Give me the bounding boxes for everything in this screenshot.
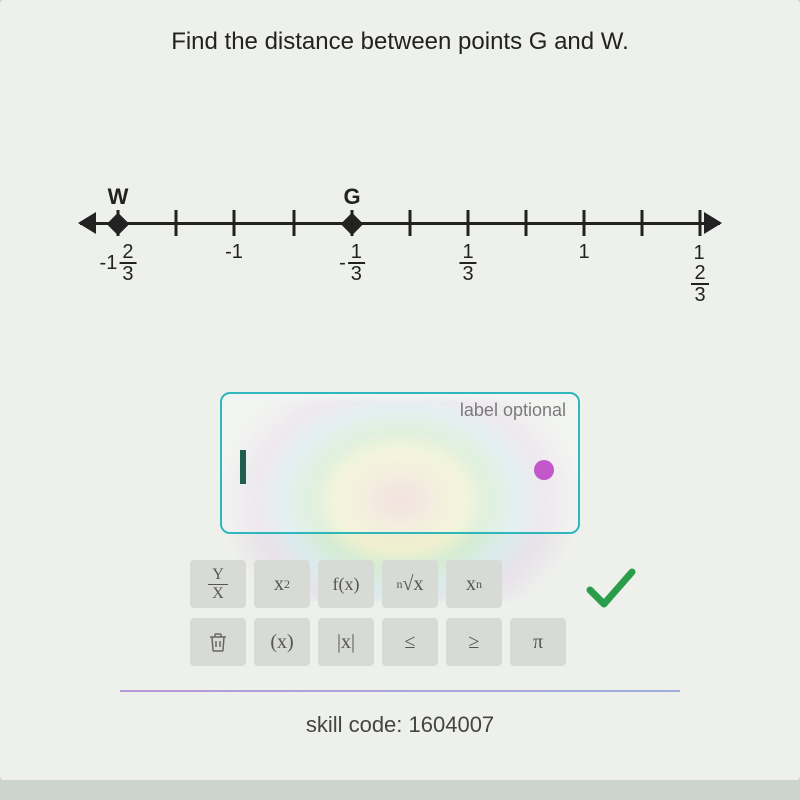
- point-label-g: G: [343, 184, 360, 210]
- divider-line: [120, 690, 680, 692]
- tick-mark: [583, 210, 586, 236]
- tick-mark: [409, 210, 412, 236]
- tick-label: -13: [339, 242, 365, 284]
- tick-label: 13: [459, 242, 476, 284]
- point-marker-w: [107, 213, 130, 236]
- less-equal-button[interactable]: ≤: [382, 618, 438, 666]
- tick-mark: [641, 210, 644, 236]
- arrow-left-icon: [78, 212, 96, 234]
- submit-check-button[interactable]: [586, 566, 636, 621]
- parentheses-button[interactable]: (x): [254, 618, 310, 666]
- tick-label: -1: [225, 242, 243, 262]
- answer-placeholder: label optional: [460, 400, 566, 421]
- question-text: Find the distance between points G and W…: [0, 0, 800, 56]
- function-button[interactable]: f(x): [318, 560, 374, 608]
- skill-code-text: skill code: 1604007: [0, 712, 800, 738]
- tick-mark: [293, 210, 296, 236]
- point-label-w: W: [108, 184, 129, 210]
- fraction-button[interactable]: YX: [190, 560, 246, 608]
- answer-input[interactable]: label optional: [220, 392, 580, 534]
- tick-mark: [467, 210, 470, 236]
- point-marker-g: [341, 213, 364, 236]
- tick-mark: [233, 210, 236, 236]
- arrow-right-icon: [704, 212, 722, 234]
- absolute-value-button[interactable]: |x|: [318, 618, 374, 666]
- check-icon: [586, 566, 636, 610]
- tick-mark: [699, 210, 702, 236]
- trash-button[interactable]: [190, 618, 246, 666]
- mic-dot-icon[interactable]: [534, 460, 554, 480]
- tick-mark: [175, 210, 178, 236]
- subscript-button[interactable]: xn: [446, 560, 502, 608]
- math-toolbar: YX x2 f(x) n√x xn (x) |x| ≤ ≥ π: [160, 560, 640, 676]
- answer-area: label optional: [220, 392, 580, 552]
- toolbar-row-2: (x) |x| ≤ ≥ π: [160, 618, 640, 666]
- toolbar-row-1: YX x2 f(x) n√x xn: [160, 560, 640, 608]
- exponent-button[interactable]: x2: [254, 560, 310, 608]
- text-cursor: [240, 450, 246, 484]
- tick-label: 123: [690, 242, 710, 305]
- nth-root-button[interactable]: n√x: [382, 560, 438, 608]
- tick-label: -123: [100, 242, 137, 284]
- trash-icon: [206, 630, 230, 654]
- app-panel: Find the distance between points G and W…: [0, 0, 800, 780]
- tick-mark: [525, 210, 528, 236]
- greater-equal-button[interactable]: ≥: [446, 618, 502, 666]
- tick-label: 1: [578, 242, 589, 262]
- number-line: -123-1-13131123 WG: [80, 190, 720, 330]
- pi-button[interactable]: π: [510, 618, 566, 666]
